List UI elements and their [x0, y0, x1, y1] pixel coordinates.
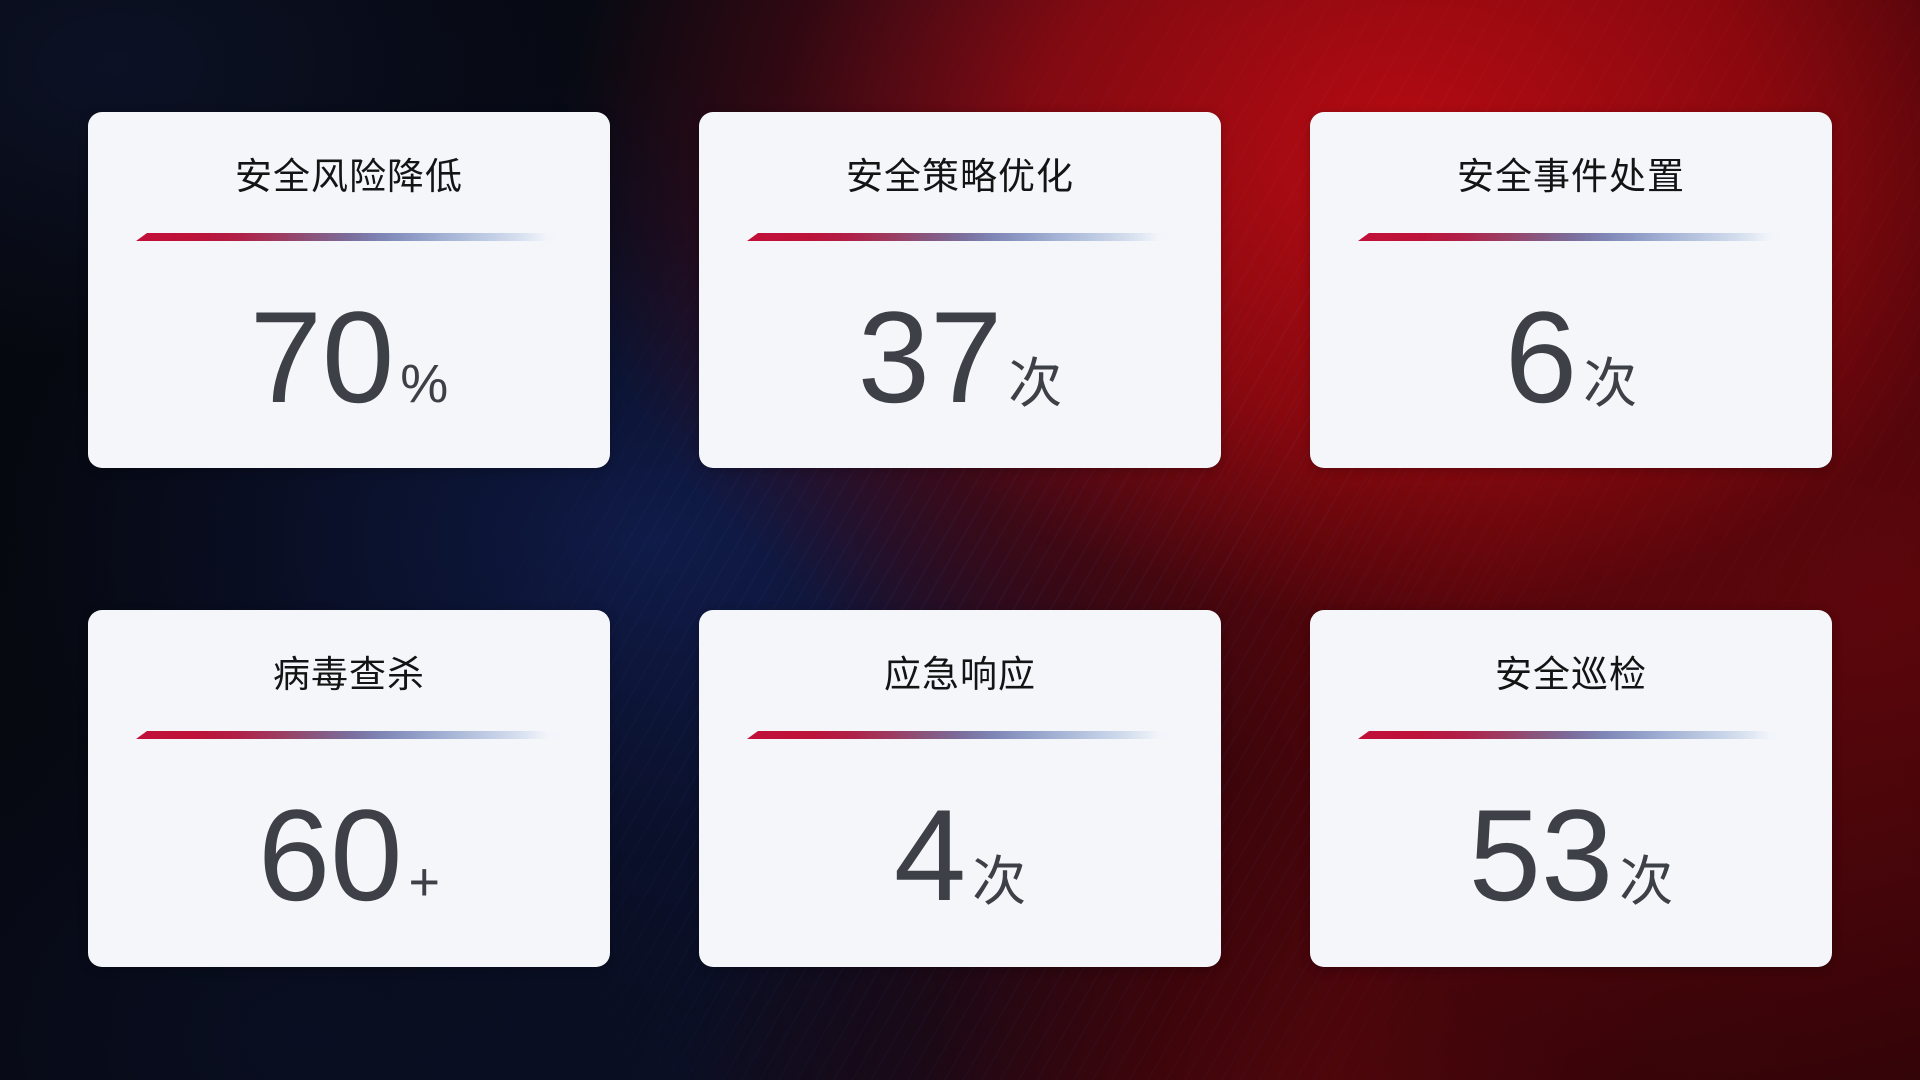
- stat-card-security-risk: 安全风险降低 70 %: [88, 112, 610, 468]
- card-value-row: 53 次: [1310, 771, 1832, 940]
- gradient-divider: [1358, 731, 1786, 739]
- gradient-divider: [136, 233, 564, 241]
- stat-card-security-inspection: 安全巡检 53 次: [1310, 610, 1832, 967]
- card-title: 安全巡检: [1495, 654, 1647, 695]
- card-value-row: 60 +: [88, 771, 610, 940]
- value-number: 4: [893, 782, 967, 928]
- card-value-row: 37 次: [699, 273, 1221, 442]
- value-number: 53: [1468, 782, 1614, 928]
- value-unit: 次: [1008, 354, 1063, 414]
- stat-card-incident-handling: 安全事件处置 6 次: [1310, 112, 1832, 468]
- value-number: 6: [1504, 284, 1578, 430]
- gradient-divider: [747, 731, 1175, 739]
- card-title: 病毒查杀: [273, 654, 425, 695]
- value-unit: %: [400, 354, 449, 414]
- card-title: 安全策略优化: [846, 156, 1074, 197]
- value-unit: 次: [1583, 354, 1638, 414]
- card-title: 安全事件处置: [1457, 156, 1685, 197]
- value-number: 60: [257, 782, 403, 928]
- value-unit: 次: [972, 852, 1027, 912]
- card-title: 应急响应: [884, 654, 1036, 695]
- stat-card-virus-scan: 病毒查杀 60 +: [88, 610, 610, 967]
- card-value-row: 4 次: [699, 771, 1221, 940]
- gradient-divider: [136, 731, 564, 739]
- stat-card-emergency-response: 应急响应 4 次: [699, 610, 1221, 967]
- card-title: 安全风险降低: [235, 156, 463, 197]
- card-value-row: 70 %: [88, 273, 610, 442]
- stat-card-policy-optimization: 安全策略优化 37 次: [699, 112, 1221, 468]
- value-number: 37: [857, 284, 1003, 430]
- value-unit: 次: [1619, 852, 1674, 912]
- value-unit: +: [408, 852, 441, 912]
- value-number: 70: [249, 284, 395, 430]
- gradient-divider: [747, 233, 1175, 241]
- gradient-divider: [1358, 233, 1786, 241]
- stats-grid: 安全风险降低 70 % 安全策略优化 37 次 安全事件处置 6 次 病毒查: [88, 112, 1832, 967]
- card-value-row: 6 次: [1310, 273, 1832, 442]
